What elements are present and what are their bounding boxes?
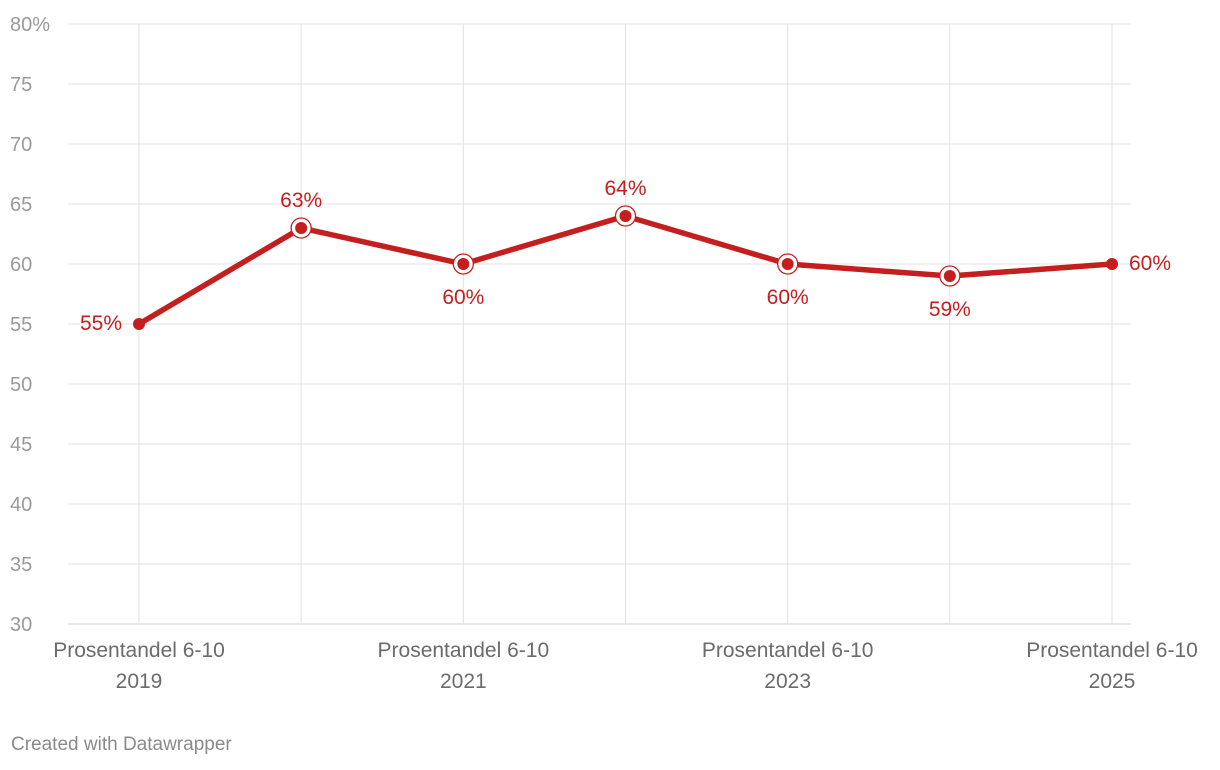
x-tick-label: 2021 [440,670,487,693]
data-label: 60% [767,286,809,309]
data-point [781,258,794,270]
data-point [457,258,470,270]
x-tick-label: Prosentandel 6-10 [53,639,225,662]
data-point [1106,258,1118,270]
x-tick-label: 2023 [764,670,811,693]
data-label: 59% [929,298,971,321]
x-tick-label: Prosentandel 6-10 [1026,639,1198,662]
data-point [295,222,308,234]
x-tick-label: 2025 [1089,670,1136,693]
x-tick-label: Prosentandel 6-10 [378,639,550,662]
x-tick-label: Prosentandel 6-10 [702,639,874,662]
y-tick-label: 65 [10,194,32,216]
y-tick-label: 40 [10,494,32,516]
y-tick-label: 30 [10,614,32,636]
data-point [619,210,632,222]
y-tick-label: 70 [10,134,32,156]
y-tick-label: 75 [10,74,32,96]
data-point [133,318,145,330]
data-label: 55% [80,312,122,335]
y-tick-label: 60 [10,254,32,276]
data-label: 64% [604,177,646,200]
credit-text: Created with Datawrapper [11,734,232,755]
data-label: 63% [280,189,322,212]
y-tick-label: 80% [10,14,50,36]
y-tick-label: 50 [10,374,32,396]
data-label: 60% [442,286,484,309]
x-tick-label: 2019 [116,670,163,693]
line-chart: 30 35 40 45 50 55 60 65 70 75 80% Prosentandel 6-10… [10,14,1198,693]
y-tick-label: 45 [10,434,32,456]
y-tick-label: 55 [10,314,32,336]
y-tick-label: 35 [10,554,32,576]
data-point [943,270,956,282]
data-label: 60% [1129,252,1171,275]
